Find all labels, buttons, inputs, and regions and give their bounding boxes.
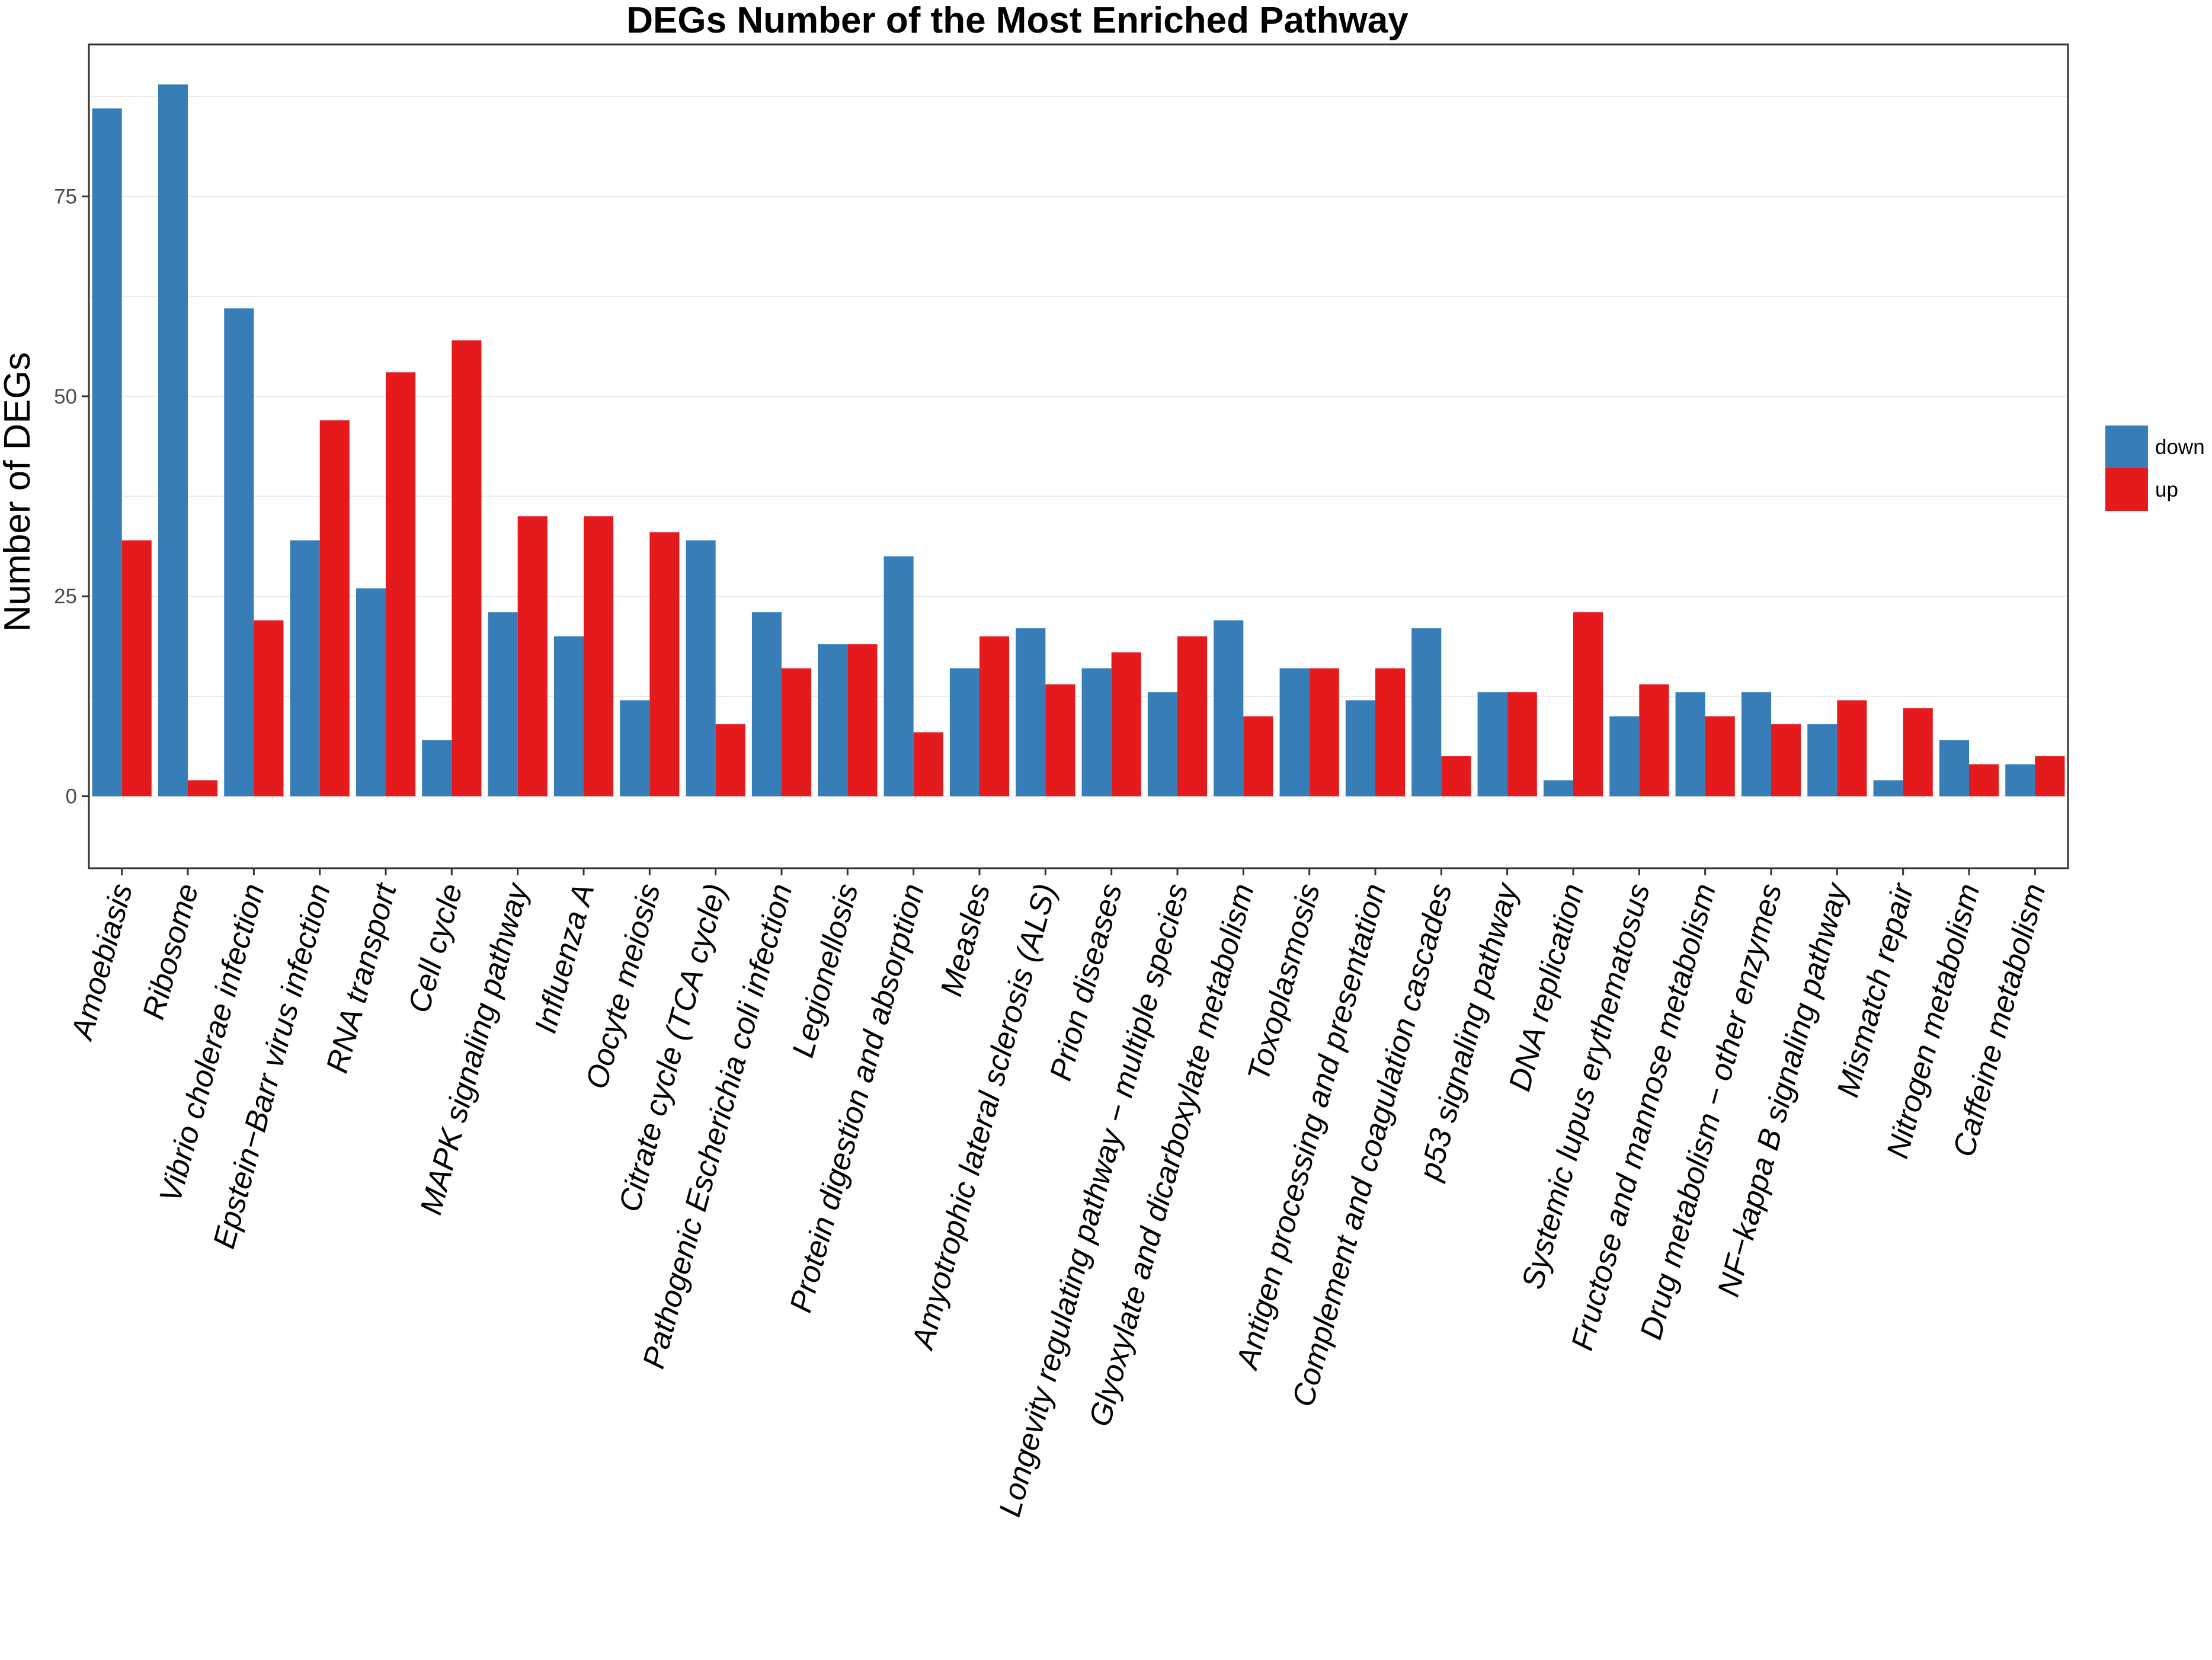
plot-panel xyxy=(89,44,2068,868)
legend: down up xyxy=(2105,426,2205,511)
bar-up xyxy=(386,372,416,797)
bar-down xyxy=(1411,628,1442,797)
x-tick-label: Protein digestion and absorption xyxy=(783,880,931,1316)
bar-down xyxy=(620,700,650,797)
bar-up xyxy=(2035,756,2065,797)
bar-up xyxy=(1111,652,1141,797)
bar-up xyxy=(1639,684,1669,797)
x-tick-label: Influenza A xyxy=(529,880,601,1037)
bar-down xyxy=(1016,628,1046,797)
bar-up xyxy=(254,620,284,797)
bar-up xyxy=(1045,684,1075,797)
bar-down xyxy=(1675,692,1705,797)
bar-down xyxy=(224,308,254,797)
y-tick-label: 0 xyxy=(66,785,77,808)
bar-up xyxy=(1375,668,1406,797)
bar-up xyxy=(1837,700,1867,797)
bar-up xyxy=(1903,708,1933,797)
y-tick-label: 50 xyxy=(54,385,77,408)
bar-up xyxy=(121,540,152,797)
bar-up xyxy=(847,644,878,797)
bar-down xyxy=(290,540,320,797)
bar-up xyxy=(188,780,218,797)
y-tick-label: 75 xyxy=(54,185,77,208)
x-tick-label: Cell cycle xyxy=(402,880,469,1016)
bar-down xyxy=(2005,764,2035,797)
y-axis-title: Number of DEGs xyxy=(0,352,38,632)
x-tick-label: RNA transport xyxy=(320,879,404,1077)
legend-label-up: up xyxy=(2155,478,2178,501)
bar-down xyxy=(818,644,848,797)
bar-up xyxy=(1177,636,1208,797)
bar-down xyxy=(92,108,122,797)
bar-down xyxy=(1279,668,1310,797)
y-axis-ticks: 0 25 50 75 xyxy=(54,185,89,808)
bar-up xyxy=(1309,668,1339,797)
bar-down xyxy=(1939,740,1969,797)
bar-up xyxy=(913,732,943,797)
bars xyxy=(92,84,2065,797)
bar-down xyxy=(1807,724,1838,797)
bar-down xyxy=(356,588,386,797)
bar-down xyxy=(1147,692,1177,797)
bar-down xyxy=(949,668,979,797)
bar-down xyxy=(1873,780,1903,797)
legend-label-down: down xyxy=(2155,436,2205,459)
bar-down xyxy=(1081,668,1112,797)
legend-key-up xyxy=(2105,468,2148,511)
bar-up xyxy=(979,636,1010,797)
bar-down xyxy=(553,636,584,797)
y-tick-label: 25 xyxy=(54,585,77,608)
bar-down xyxy=(1477,692,1507,797)
x-tick-label: Ribosome xyxy=(136,880,206,1023)
bar-up xyxy=(1771,724,1801,797)
bar-down xyxy=(1214,620,1244,797)
bar-up xyxy=(649,532,680,797)
bar-down xyxy=(488,612,518,797)
x-tick-label: Legionellosis xyxy=(786,880,865,1061)
bar-up xyxy=(1507,692,1537,797)
x-tick-label: Measles xyxy=(934,880,997,1000)
bar-down xyxy=(883,556,914,797)
bar-up xyxy=(517,516,548,797)
bar-down xyxy=(1543,780,1573,797)
bar-up xyxy=(715,724,745,797)
bar-down xyxy=(686,540,716,797)
bar-up xyxy=(1573,612,1603,797)
grid-lines xyxy=(89,95,2068,797)
bar-down xyxy=(422,740,452,797)
x-tick-label: Amoebiasis xyxy=(65,880,139,1045)
bar-up xyxy=(319,420,350,797)
bar-down xyxy=(1741,692,1771,797)
bar-down xyxy=(1609,716,1640,797)
plot-border xyxy=(88,43,2069,869)
bar-up xyxy=(1969,764,1999,797)
bar-up xyxy=(1705,716,1735,797)
bar-up xyxy=(584,516,614,797)
bar-down xyxy=(1345,700,1375,797)
x-tick-label: Amyotrophic lateral sclerosis (ALS) xyxy=(905,880,1063,1354)
chart-title: DEGs Number of the Most Enriched Pathway xyxy=(626,0,1408,41)
bar-down xyxy=(751,612,782,797)
bar-up xyxy=(452,340,482,797)
legend-key-down xyxy=(2105,426,2148,468)
bar-down xyxy=(158,84,188,797)
bar-up xyxy=(1441,756,1471,797)
bar-up xyxy=(782,668,812,797)
bar-up xyxy=(1243,716,1273,797)
